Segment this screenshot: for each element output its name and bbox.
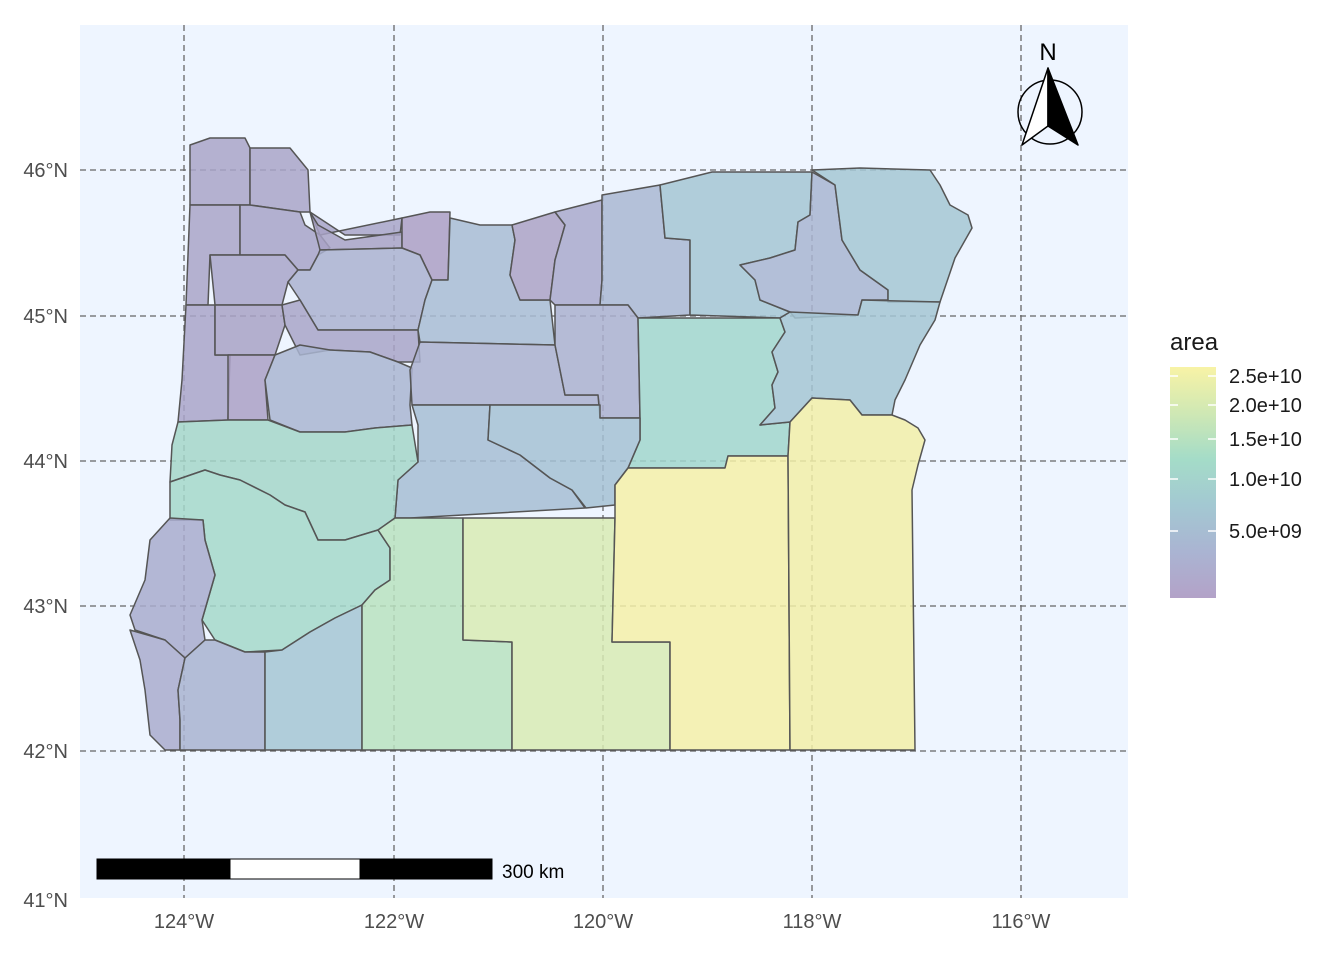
legend-title: area <box>1170 329 1219 356</box>
scale-bar-segment <box>229 858 361 880</box>
county-polygon[interactable] <box>189 137 251 206</box>
legend-colorbar <box>1170 367 1216 598</box>
scale-bar: 300 km <box>96 858 564 883</box>
north-arrow-right-icon <box>1047 67 1079 146</box>
county-polygon[interactable] <box>227 354 276 421</box>
lon-label: 122°W <box>364 911 424 933</box>
lon-label: 120°W <box>573 911 633 933</box>
counties <box>129 137 973 751</box>
county-polygon[interactable] <box>787 397 926 751</box>
county-polygon[interactable] <box>627 317 791 469</box>
county-polygon[interactable] <box>177 639 266 751</box>
county-polygon[interactable] <box>549 199 603 306</box>
legend-label: 2.5e+10 <box>1229 366 1302 388</box>
lon-label: 118°W <box>783 911 842 933</box>
lon-axis-labels: 124°W 122°W 120°W 118°W 116°W <box>154 911 1051 933</box>
north-arrow: N <box>1017 39 1083 146</box>
lat-label: 41°N <box>23 890 68 912</box>
lon-label: 116°W <box>992 911 1051 933</box>
lat-label: 44°N <box>23 451 68 473</box>
lat-label: 45°N <box>23 306 68 328</box>
county-polygon[interactable] <box>611 455 791 751</box>
legend-ticks <box>1170 375 1216 532</box>
north-label: N <box>1039 39 1056 66</box>
lat-label: 46°N <box>23 160 68 182</box>
county-polygon[interactable] <box>209 254 299 306</box>
legend-label: 2.0e+10 <box>1229 395 1302 417</box>
lat-label: 42°N <box>23 741 68 763</box>
legend-label: 5.0e+09 <box>1229 521 1302 543</box>
legend: area 2.5e+10 2.0e+10 1.5e+10 1.0e+10 5.0… <box>1170 329 1302 598</box>
scale-bar-label: 300 km <box>502 862 564 883</box>
county-polygon[interactable] <box>264 604 363 751</box>
lon-label: 124°W <box>154 911 214 933</box>
lat-axis-labels: 46°N 45°N 44°N 43°N 42°N 41°N <box>23 160 68 912</box>
scale-bar-segment <box>96 858 231 880</box>
scale-bar-segment <box>359 858 493 880</box>
legend-label: 1.5e+10 <box>1229 429 1302 451</box>
legend-label: 1.0e+10 <box>1229 469 1302 491</box>
lat-label: 43°N <box>23 596 68 618</box>
county-polygon[interactable] <box>214 304 286 356</box>
county-polygon[interactable] <box>811 167 973 303</box>
